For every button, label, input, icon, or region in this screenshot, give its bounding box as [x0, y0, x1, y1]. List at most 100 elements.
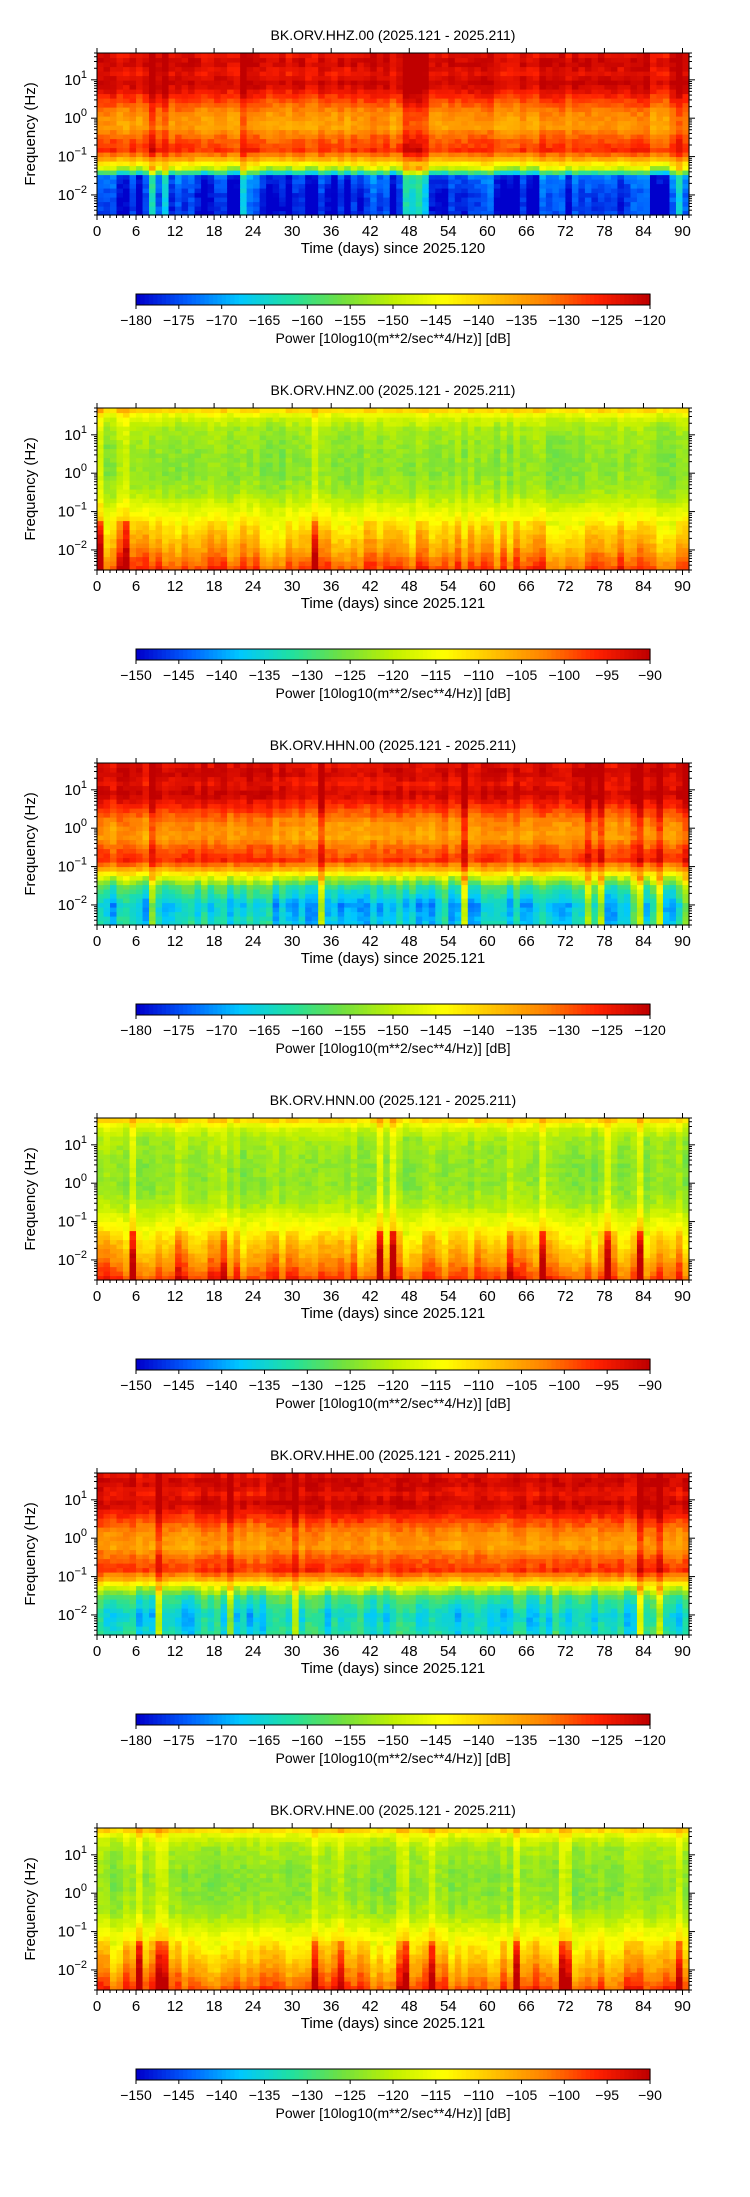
- colorbar-tick-label: −150: [120, 1377, 152, 1393]
- colorbar-tick-label: −120: [377, 667, 409, 683]
- spectrogram-panel-1: BK.ORV.HHZ.00 (2025.121 - 2025.211) 0 6 12 1…: [22, 27, 695, 346]
- colorbar-tick-label: −140: [463, 312, 495, 328]
- x-tick-label: 6: [132, 223, 140, 240]
- x-tick-label: 78: [596, 223, 613, 240]
- x-tick-label: 6: [132, 1288, 140, 1305]
- x-tick-label: 12: [167, 933, 184, 950]
- colorbar-tick-label: −125: [591, 1732, 623, 1748]
- x-tick-label: 54: [440, 1998, 457, 2015]
- colorbar-tick-label: −115: [421, 667, 452, 683]
- x-tick-label: 0: [93, 578, 101, 595]
- x-tick-label: 30: [284, 933, 301, 950]
- x-tick-label: 60: [479, 223, 496, 240]
- y-axis-label: Frequency (Hz): [22, 1147, 39, 1250]
- x-tick-label: 48: [401, 1998, 418, 2015]
- colorbar-tick-label: −110: [463, 667, 494, 683]
- x-tick-label: 78: [596, 1998, 613, 2015]
- x-tick-label: 78: [596, 1643, 613, 1660]
- x-tick-label: 84: [635, 1998, 652, 2015]
- x-tick-label: 66: [518, 1643, 535, 1660]
- chart-title: BK.ORV.HNZ.00 (2025.121 - 2025.211): [271, 382, 516, 398]
- colorbar-tick-label: −120: [377, 2087, 409, 2103]
- y-tick-label: 100: [64, 107, 87, 127]
- x-tick-label: 66: [518, 223, 535, 240]
- colorbar-tick-label: −135: [249, 667, 281, 683]
- y-tick-label: 100: [64, 1172, 87, 1192]
- colorbar: −150 −145 −140 −135 −130 −125 −120 −115 −110 −105…: [120, 1358, 662, 1411]
- x-axis: 0 6 12 18 24 30 36 42 48 54 60 66 72 78 84 90: [93, 1823, 691, 2015]
- colorbar-tick-label: −170: [206, 1732, 238, 1748]
- x-tick-label: 42: [362, 1288, 379, 1305]
- y-tick-label: 101: [64, 779, 87, 799]
- colorbar-label: Power [10log10(m**2/sec**4/Hz)] [dB]: [276, 1750, 511, 1766]
- y-tick-label: 10−1: [58, 146, 87, 166]
- x-tick-label: 72: [557, 223, 574, 240]
- y-axis: 101 100 10−1 10−2: [58, 52, 695, 216]
- x-tick-label: 60: [479, 1643, 496, 1660]
- x-axis: 0 6 12 18 24 30 36 42 48 54 60 66 72 78 84 90: [93, 1113, 691, 1305]
- x-tick-label: 48: [401, 933, 418, 950]
- chart-title: BK.ORV.HHZ.00 (2025.121 - 2025.211): [271, 27, 516, 43]
- chart-title: BK.ORV.HNE.00 (2025.121 - 2025.211): [270, 1802, 516, 1818]
- colorbar-tick-label: −95: [595, 1377, 619, 1393]
- colorbar-tick-label: −150: [120, 667, 152, 683]
- colorbar-tick-label: −140: [463, 1022, 495, 1038]
- colorbar-tick-label: −170: [206, 1022, 238, 1038]
- x-tick-label: 30: [284, 1643, 301, 1660]
- plot-frame: [96, 1827, 690, 1991]
- x-tick-label: 0: [93, 1998, 101, 2015]
- y-axis: 101 100 10−1 10−2: [58, 1472, 695, 1636]
- colorbar-tick-label: −155: [334, 1732, 366, 1748]
- y-tick-label: 10−1: [58, 1211, 87, 1231]
- colorbar-tick-label: −180: [120, 1732, 152, 1748]
- colorbar-tick-label: −95: [595, 667, 619, 683]
- colorbar-tick-label: −130: [292, 667, 324, 683]
- colorbar: −150 −145 −140 −135 −130 −125 −120 −115 −110 −105…: [120, 2068, 662, 2121]
- x-axis-label: Time (days) since 2025.120: [301, 240, 486, 257]
- colorbar-tick-label: −150: [120, 2087, 152, 2103]
- colorbar-tick-label: −90: [638, 1377, 662, 1393]
- x-tick-label: 18: [206, 1998, 223, 2015]
- colorbar-tick-label: −170: [206, 312, 238, 328]
- colorbar-tick-label: −130: [292, 1377, 324, 1393]
- y-tick-label: 10−2: [58, 539, 87, 559]
- x-axis-label: Time (days) since 2025.121: [301, 595, 486, 612]
- x-tick-label: 0: [93, 933, 101, 950]
- colorbar-label: Power [10log10(m**2/sec**4/Hz)] [dB]: [276, 2105, 511, 2121]
- y-tick-label: 10−2: [58, 894, 87, 914]
- x-tick-label: 78: [596, 578, 613, 595]
- x-tick-label: 42: [362, 1643, 379, 1660]
- heatmap-cells: [97, 408, 690, 571]
- x-tick-label: 42: [362, 223, 379, 240]
- colorbar-tick-label: −140: [206, 1377, 238, 1393]
- chart-title: BK.ORV.HHN.00 (2025.121 - 2025.211): [270, 737, 516, 753]
- spectrogram-panel-6: BK.ORV.HNE.00 (2025.121 - 2025.211) 0 6 12 1…: [22, 1802, 695, 2121]
- x-tick-label: 54: [440, 1288, 457, 1305]
- colorbar-tick-label: −100: [549, 2087, 581, 2103]
- y-tick-label: 10−1: [58, 501, 87, 521]
- colorbar-tick-label: −160: [292, 1022, 324, 1038]
- x-tick-label: 24: [245, 578, 262, 595]
- x-tick-label: 30: [284, 223, 301, 240]
- x-tick-label: 72: [557, 1998, 574, 2015]
- colorbar-tick-label: −135: [506, 312, 538, 328]
- colorbar-tick-label: −145: [420, 312, 452, 328]
- y-axis-label: Frequency (Hz): [22, 792, 39, 895]
- colorbar-tick-label: −125: [334, 667, 366, 683]
- x-tick-label: 6: [132, 578, 140, 595]
- x-tick-label: 72: [557, 578, 574, 595]
- y-axis: 101 100 10−1 10−2: [58, 407, 695, 571]
- colorbar-tick-label: −90: [638, 2087, 662, 2103]
- x-tick-label: 24: [245, 933, 262, 950]
- colorbar-tick-label: −130: [292, 2087, 324, 2103]
- colorbar-tick-label: −150: [377, 1022, 409, 1038]
- x-tick-label: 60: [479, 933, 496, 950]
- x-tick-label: 60: [479, 1998, 496, 2015]
- x-tick-label: 30: [284, 1288, 301, 1305]
- x-tick-label: 6: [132, 933, 140, 950]
- x-tick-label: 36: [323, 578, 340, 595]
- colorbar-tick-label: −165: [249, 1732, 281, 1748]
- x-tick-label: 0: [93, 223, 101, 240]
- y-tick-label: 101: [64, 69, 87, 89]
